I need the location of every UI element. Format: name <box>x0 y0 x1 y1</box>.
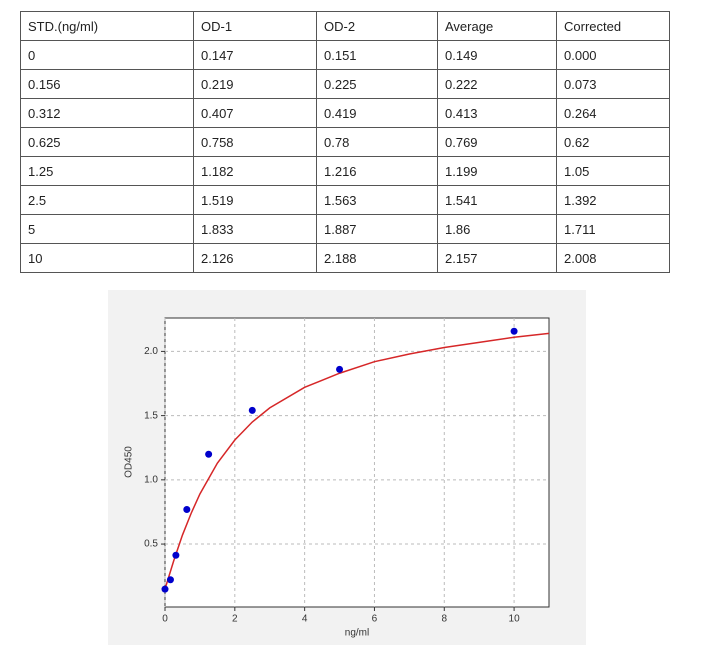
y-tick-label: 1.5 <box>144 410 158 421</box>
table-cell: 2.188 <box>316 243 438 273</box>
table-row: 0.312 0.407 0.419 0.413 0.264 <box>20 98 670 128</box>
data-point <box>172 551 180 559</box>
y-tick-label: 0.5 <box>144 539 158 550</box>
data-table: STD.(ng/ml) OD-1 OD-2 Average Corrected 0 0.14… <box>20 11 670 273</box>
x-tick-label: 4 <box>302 614 308 625</box>
table-cell: 1.199 <box>437 156 557 186</box>
x-tick-label: 2 <box>232 614 238 625</box>
table-cell: 1.182 <box>193 156 317 186</box>
table-cell: 0.147 <box>193 40 317 70</box>
table-cell: 2.5 <box>20 185 194 215</box>
table-cell: 0.419 <box>316 98 438 128</box>
table-cell: 1.05 <box>556 156 670 186</box>
y-axis-label: OD450 <box>124 446 135 478</box>
x-tick-label: 0 <box>162 614 168 625</box>
table-cell: 0.413 <box>437 98 557 128</box>
table-cell: 10 <box>20 243 194 273</box>
table-cell: 0.151 <box>316 40 438 70</box>
fit-curve <box>164 332 550 590</box>
table-row: 5 1.833 1.887 1.86 1.711 <box>20 214 670 244</box>
table-cell: 1.392 <box>556 185 670 215</box>
table-cell: 0.312 <box>20 98 194 128</box>
table-row: 10 2.126 2.188 2.157 2.008 <box>20 243 670 273</box>
x-axis-label: ng/ml <box>345 628 369 639</box>
data-point <box>166 576 174 584</box>
table-cell: OD-1 <box>193 11 317 41</box>
data-point <box>183 506 191 514</box>
table-cell: 0.758 <box>193 127 317 157</box>
table-cell: 2.126 <box>193 243 317 273</box>
y-tick-label: 2.0 <box>144 346 158 357</box>
table-cell: 1.711 <box>556 214 670 244</box>
table-cell: 0.769 <box>437 127 557 157</box>
table-cell: 0.225 <box>316 69 438 99</box>
plot-area <box>164 317 550 608</box>
table-cell: Corrected <box>556 11 670 41</box>
table-cell: 2.157 <box>437 243 557 273</box>
data-point <box>205 450 213 458</box>
data-point <box>336 365 344 373</box>
table-cell: 0.222 <box>437 69 557 99</box>
x-tick-label: 10 <box>509 614 521 625</box>
table-cell: 2.008 <box>556 243 670 273</box>
data-point <box>510 327 518 335</box>
x-tick-label: 8 <box>441 614 447 625</box>
table-cell: STD.(ng/ml) <box>20 11 194 41</box>
table-cell: Average <box>437 11 557 41</box>
x-tick-label: 6 <box>372 614 378 625</box>
table-row: 0 0.147 0.151 0.149 0.000 <box>20 40 670 70</box>
data-point <box>161 585 169 593</box>
table-cell: 1.887 <box>316 214 438 244</box>
header-row: STD.(ng/ml) OD-1 OD-2 Average Corrected <box>20 11 670 41</box>
y-tick-label: 1.0 <box>144 474 158 485</box>
data-point <box>248 406 256 414</box>
